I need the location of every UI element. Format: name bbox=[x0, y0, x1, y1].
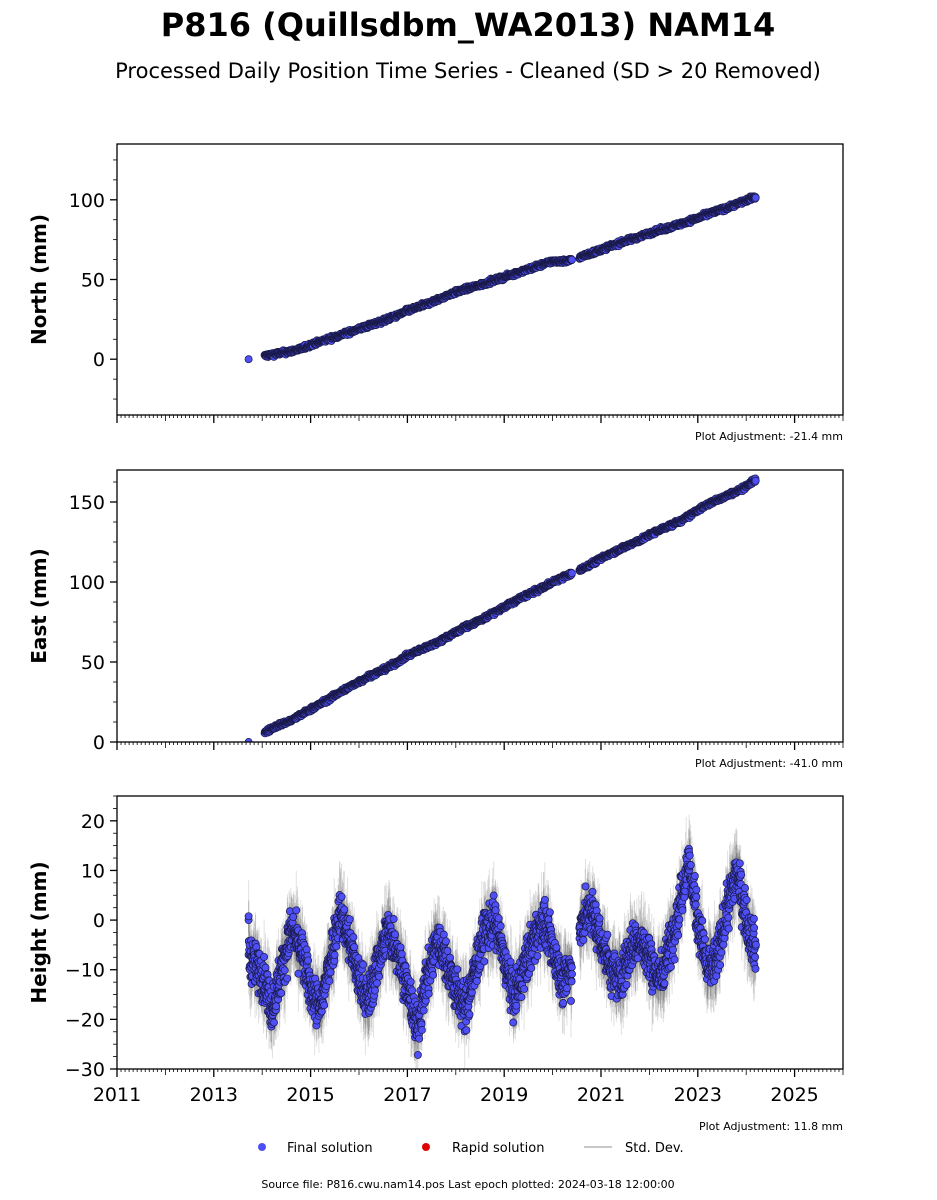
y-tick-label: 100 bbox=[69, 190, 105, 212]
north-x-ticks bbox=[116, 415, 844, 423]
north-y-axis-label: North (mm) bbox=[27, 214, 51, 345]
y-tick-label: 0 bbox=[93, 349, 105, 371]
east-data bbox=[244, 474, 760, 742]
data-point bbox=[751, 193, 760, 202]
north-points bbox=[244, 192, 760, 364]
data-point bbox=[244, 355, 253, 364]
chart-subtitle: Processed Daily Position Time Series - C… bbox=[115, 59, 821, 83]
chart-title: P816 (Quillsdbm_WA2013) NAM14 bbox=[161, 6, 775, 44]
north-plot-adjustment: Plot Adjustment: -21.4 mm bbox=[695, 430, 843, 443]
north-panel: 0 50 100 North (mm) Plot Adjustment: -21.4 m… bbox=[27, 143, 844, 443]
north-data bbox=[244, 192, 760, 364]
y-tick-label: 50 bbox=[81, 270, 105, 292]
data-point bbox=[567, 255, 576, 264]
north-y-ticks bbox=[110, 159, 117, 400]
